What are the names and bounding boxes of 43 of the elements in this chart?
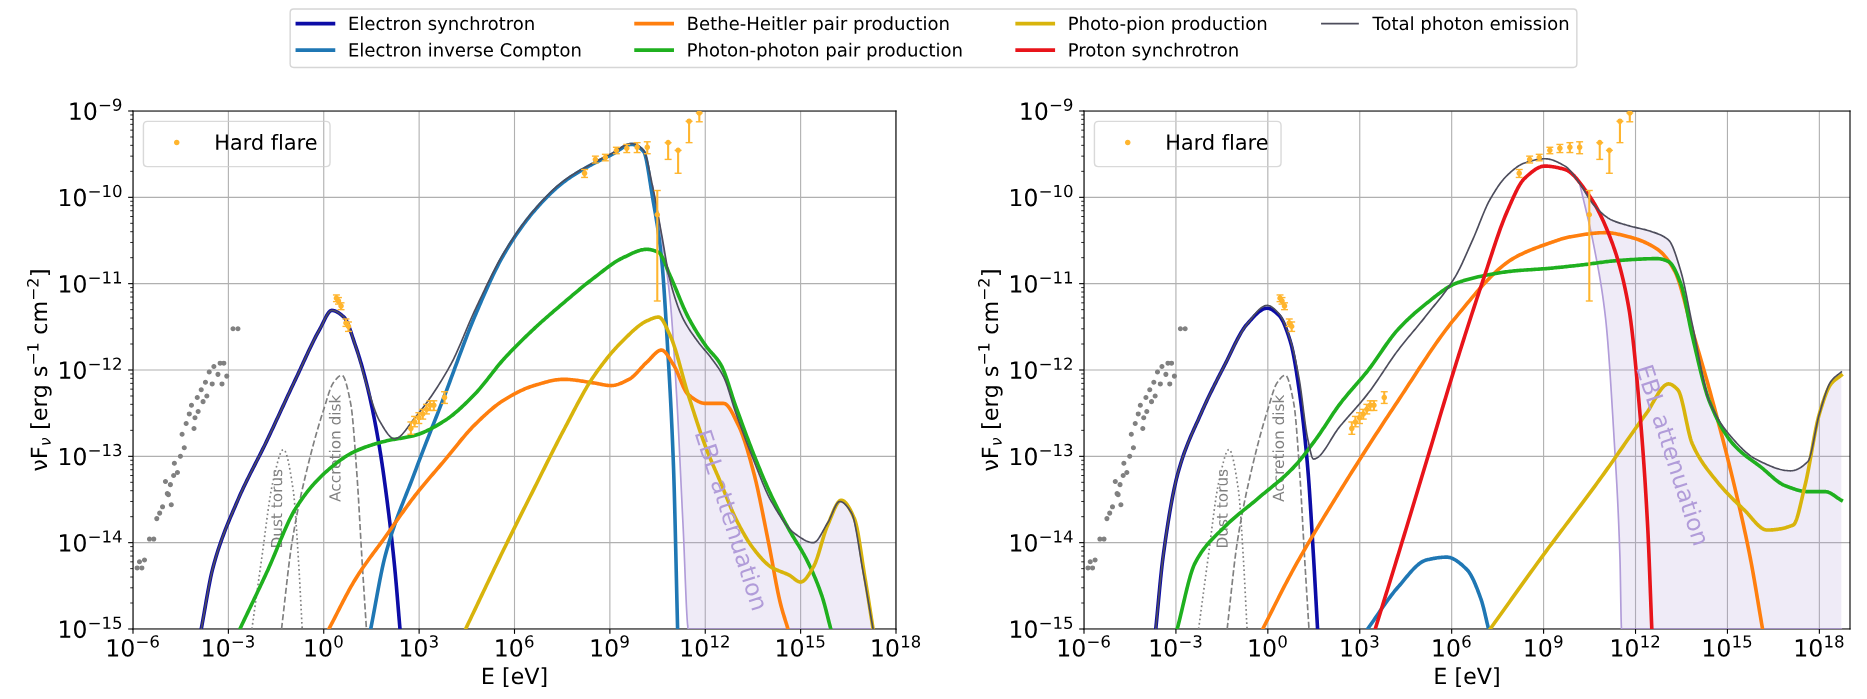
x-tick-label: 10$^{6}$: [1433, 635, 1471, 657]
y-tick-label: 10$^{−10}$: [1011, 184, 1073, 207]
x-tick-label: 10$^{−3}$: [203, 635, 254, 657]
y-axis-title: νF$_{ν}$ [erg s$^{−1}$ cm$^{−2}$]: [26, 270, 52, 471]
legend-label: Photon-photon pair production: [688, 42, 962, 61]
y-tick-label: 10$^{−9}$: [1021, 98, 1073, 121]
x-tick-label: 10$^{−3}$: [1150, 635, 1202, 657]
x-tick-label: 10$^{9}$: [1525, 635, 1563, 657]
y-tick-label: 10$^{−9}$: [70, 98, 122, 121]
x-tick-label: 10$^{18}$: [1795, 635, 1844, 657]
legend-label: Proton synchrotron: [1069, 42, 1238, 61]
y-tick-label: 10$^{−10}$: [60, 184, 122, 207]
x-tick-label: 10$^{12}$: [681, 635, 729, 657]
y-tick-label: 10$^{−11}$: [1011, 271, 1073, 293]
y-axis-title: νF$_{ν}$ [erg s$^{−1}$ cm$^{−2}$]: [977, 270, 1003, 471]
legend-label: Total photon emission: [1372, 16, 1569, 34]
y-tick-label: 10$^{−12}$: [60, 357, 121, 380]
x-tick-label: 10$^{0}$: [1249, 635, 1287, 657]
x-axis-title: E [eV]: [483, 667, 547, 687]
legend-label: Hard flare: [216, 133, 317, 151]
y-tick-label: 10$^{−13}$: [1011, 443, 1073, 466]
x-tick-label: 10$^{18}$: [872, 635, 921, 657]
x-tick-label: 10$^{0}$: [305, 635, 343, 657]
y-tick-label: 10$^{−13}$: [60, 443, 122, 466]
y-tick-label: 10$^{−12}$: [1011, 357, 1072, 380]
x-tick-label: 10$^{15}$: [1703, 635, 1752, 657]
y-tick-label: 10$^{−14}$: [1011, 530, 1073, 552]
legend-label: Hard flare: [1167, 133, 1268, 151]
legend-label: Electron inverse Compton: [349, 42, 581, 61]
text: Accretion disk: [1272, 394, 1285, 502]
y-tick-label: 10$^{−14}$: [60, 530, 122, 552]
text: Accretion disk: [328, 394, 341, 502]
x-tick-label: 10$^{9}$: [591, 635, 629, 657]
x-tick-label: 10$^{6}$: [496, 635, 534, 657]
x-tick-label: 10$^{12}$: [1612, 635, 1660, 657]
x-tick-label: 10$^{3}$: [400, 635, 438, 657]
legend-label: Photo-pion production: [1069, 16, 1267, 34]
x-tick-label: 10$^{3}$: [1341, 635, 1379, 657]
x-tick-label: 10$^{15}$: [777, 635, 825, 657]
legend-label: Electron synchrotron: [349, 16, 534, 34]
x-axis-title: E [eV]: [1435, 667, 1499, 687]
y-tick-label: 10$^{−11}$: [60, 271, 122, 293]
legend-label: Bethe-Heitler pair production: [688, 16, 949, 34]
